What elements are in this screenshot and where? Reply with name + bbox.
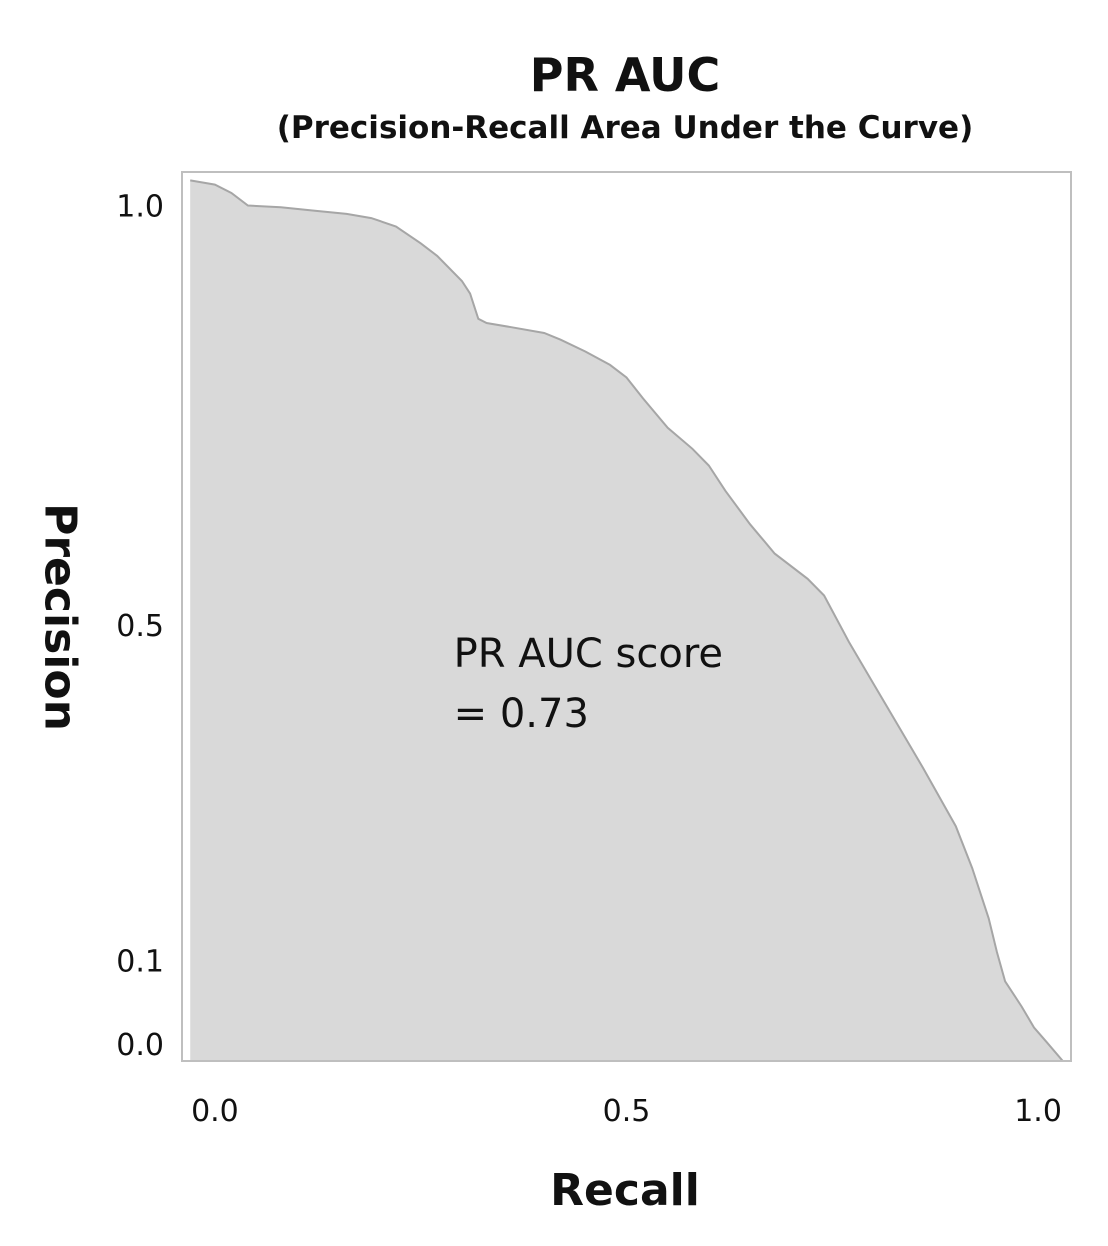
x-tick-label: 0.0 (191, 1094, 239, 1129)
pr-auc-score-annotation: PR AUC score (454, 631, 723, 677)
y-tick-label: 1.0 (116, 190, 164, 225)
y-tick-label: 0.5 (116, 609, 164, 644)
pr-auc-score-annotation: = 0.73 (454, 691, 589, 737)
x-axis-label: Recall (550, 1165, 700, 1216)
pr-area-fill (190, 180, 1063, 1061)
y-tick-label: 0.1 (116, 944, 164, 979)
x-tick-label: 0.5 (603, 1094, 651, 1129)
x-tick-label: 1.0 (1014, 1094, 1062, 1129)
pr-curve-line (190, 179, 1064, 1062)
y-tick-label: 0.0 (116, 1028, 164, 1063)
chart-subtitle: (Precision-Recall Area Under the Curve) (276, 110, 974, 146)
chart-title: PR AUC (529, 48, 721, 102)
plot-frame (181, 171, 1072, 1062)
